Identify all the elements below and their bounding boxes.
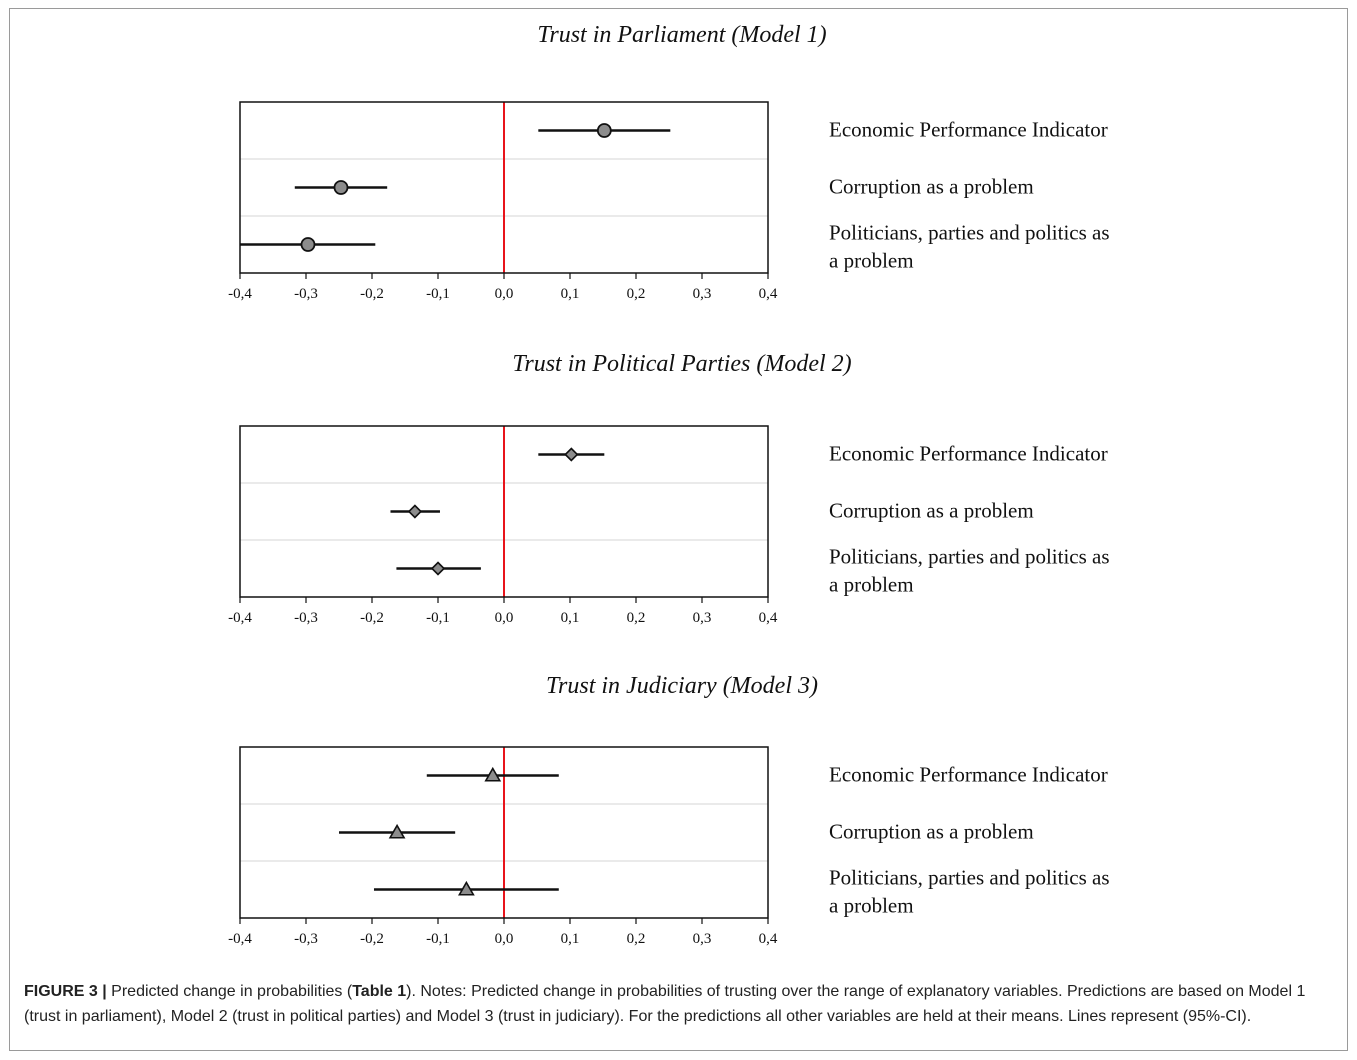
caption-table-ref: Table 1: [352, 983, 407, 1000]
row-label: Corruption as a problem: [829, 820, 1034, 844]
estimate-point: [407, 504, 423, 519]
caption-part1: Predicted change in probabilities (: [106, 983, 353, 1000]
x-tick-label: 0,1: [561, 931, 580, 947]
estimate-point: [484, 766, 502, 782]
x-tick-label: -0,2: [360, 610, 384, 626]
figure-chart: Trust in Parliament (Model 1) -0,4 -0,3 -0,…: [228, 22, 1109, 947]
x-tick-label: -0,2: [360, 286, 384, 302]
x-tick-label: 0,1: [561, 610, 580, 626]
estimate-point: [388, 823, 406, 839]
panel-title: Trust in Judiciary (Model 3): [546, 673, 818, 699]
estimate-point: [458, 880, 475, 896]
panel-title: Trust in Political Parties (Model 2): [512, 351, 851, 377]
panel-1: Trust in Parliament (Model 1) -0,4 -0,3 -0,…: [228, 22, 1109, 302]
row-label: Politicians, parties and politics as a pr…: [829, 221, 1110, 273]
row-label: Economic Performance Indicator: [829, 442, 1108, 466]
row-label: Corruption as a problem: [829, 175, 1034, 199]
x-tick-label: -0,3: [294, 286, 318, 302]
x-tick-label: 0,2: [627, 286, 646, 302]
x-tick-label: -0,3: [294, 610, 318, 626]
x-tick-label: -0,1: [426, 286, 450, 302]
x-tick-label: 0,4: [759, 931, 778, 947]
x-tick-label: -0,4: [228, 610, 252, 626]
panel-2: Trust in Political Parties (Model 2) -0,4…: [228, 351, 1109, 626]
x-tick-label: -0,3: [294, 931, 318, 947]
row-label: Politicians, parties and politics as a pr…: [829, 866, 1110, 918]
caption-figure-label: FIGURE 3 |: [24, 983, 107, 1000]
x-tick-label: 0,4: [759, 610, 778, 626]
estimate-point: [564, 447, 579, 462]
x-tick-label: 0,3: [693, 286, 712, 302]
x-tick-label: -0,4: [228, 286, 252, 302]
x-tick-label: -0,4: [228, 931, 252, 947]
x-tick-label: 0,0: [495, 610, 514, 626]
row-label: Economic Performance Indicator: [829, 763, 1108, 787]
caption-part2: ). Notes: Predicted change in probabilit…: [24, 983, 1306, 1025]
x-tick-label: 0,0: [495, 931, 514, 947]
panel-3: Trust in Judiciary (Model 3) -0,4 -0,3 -0,2…: [228, 673, 1109, 947]
x-tick-label: 0,4: [759, 286, 778, 302]
x-tick-label: 0,3: [693, 931, 712, 947]
figure-frame: [9, 8, 1348, 1051]
row-label: Politicians, parties and politics as a pr…: [829, 545, 1110, 597]
x-tick-label: 0,1: [561, 286, 580, 302]
panel-title: Trust in Parliament (Model 1): [537, 22, 826, 48]
x-tick-label: 0,3: [693, 610, 712, 626]
estimate-point: [333, 180, 349, 195]
x-tick-label: -0,1: [426, 610, 450, 626]
figure-caption: FIGURE 3 | Predicted change in probabili…: [24, 980, 1336, 1029]
estimate-point: [430, 561, 446, 576]
estimate-point: [596, 123, 612, 138]
x-tick-label: 0,2: [627, 931, 646, 947]
estimate-point: [300, 237, 316, 252]
row-label: Corruption as a problem: [829, 499, 1034, 523]
x-tick-label: -0,2: [360, 931, 384, 947]
x-tick-label: -0,1: [426, 931, 450, 947]
x-tick-label: 0,0: [495, 286, 514, 302]
x-tick-label: 0,2: [627, 610, 646, 626]
row-label: Economic Performance Indicator: [829, 118, 1108, 142]
